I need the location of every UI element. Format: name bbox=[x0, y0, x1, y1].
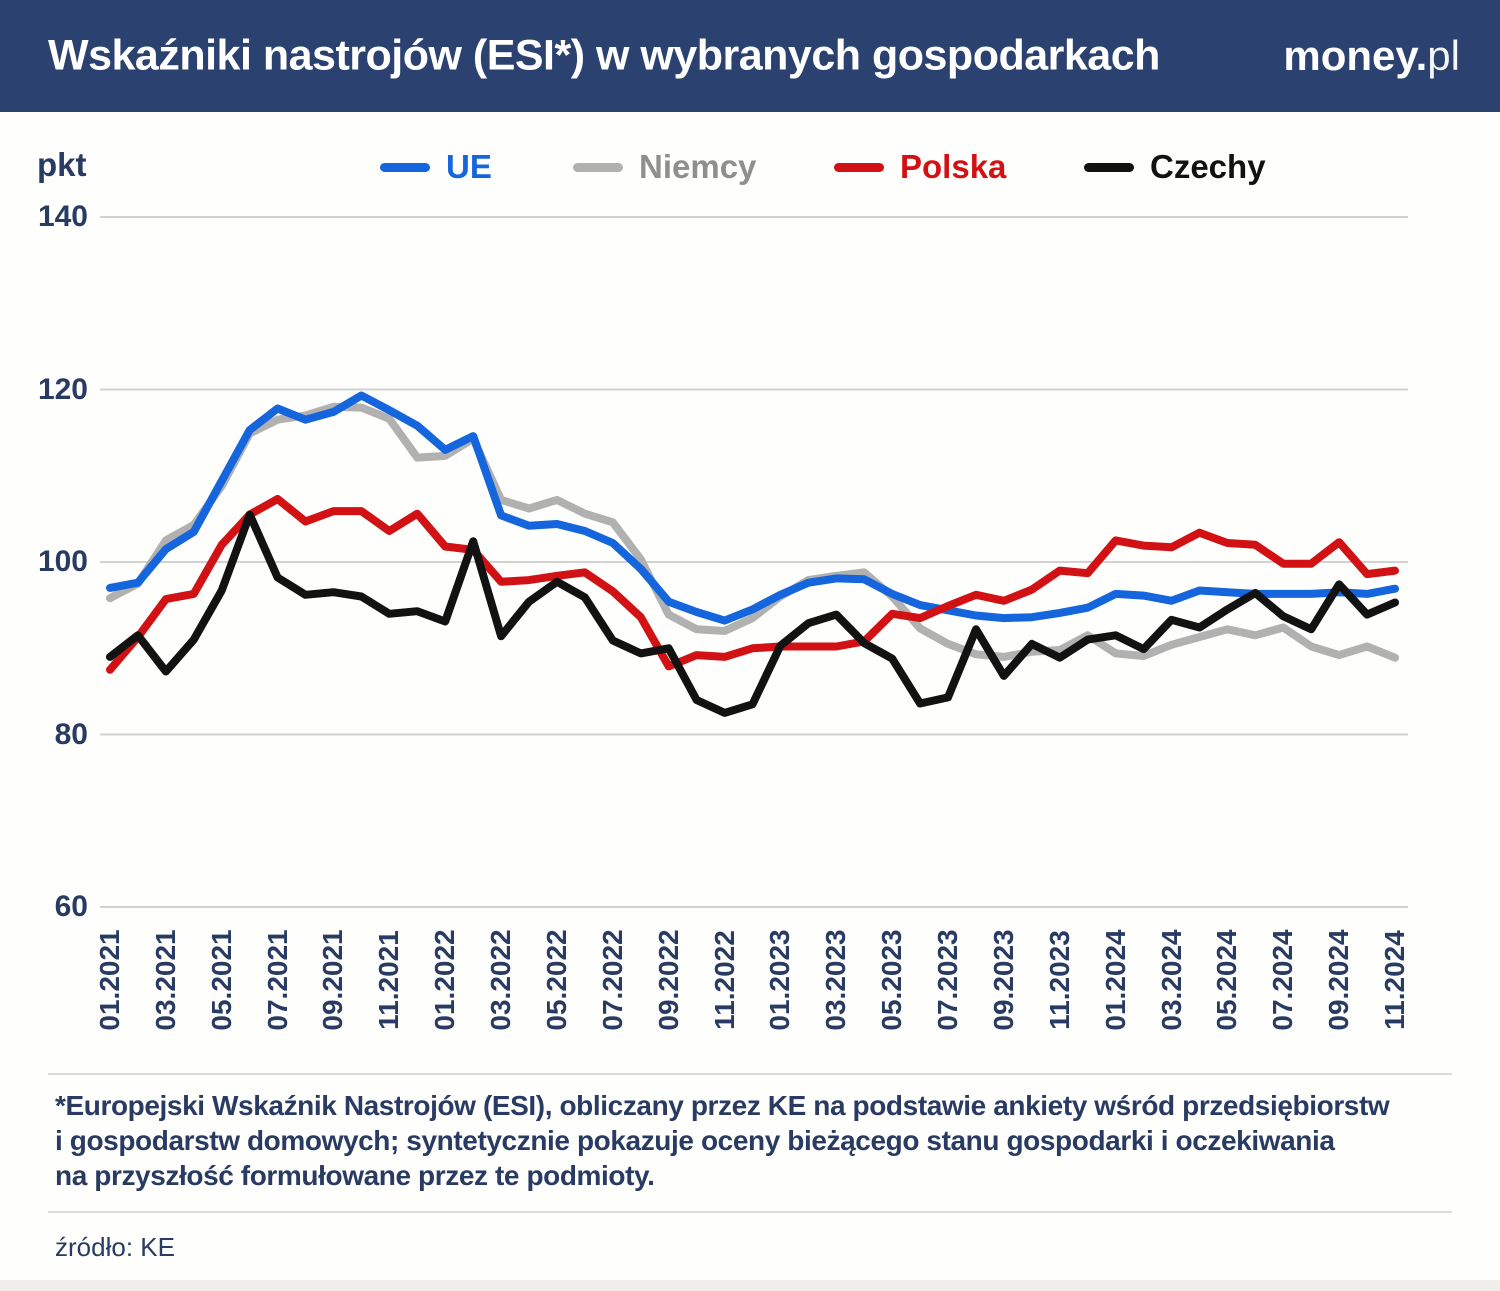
x-tick-07.2021: 07.2021 bbox=[261, 929, 293, 1031]
legend-dash-icon bbox=[380, 162, 430, 172]
x-tick-03.2022: 03.2022 bbox=[485, 929, 517, 1031]
y-tick-120: 120 bbox=[37, 372, 88, 406]
x-tick-09.2024: 09.2024 bbox=[1323, 929, 1355, 1031]
x-tick-01.2022: 01.2022 bbox=[429, 929, 461, 1031]
x-tick-05.2022: 05.2022 bbox=[540, 929, 572, 1031]
x-tick-05.2023: 05.2023 bbox=[876, 929, 908, 1031]
data-series bbox=[106, 391, 1399, 717]
logo-bold-part: money. bbox=[1283, 32, 1428, 79]
legend-label: Niemcy bbox=[639, 148, 757, 185]
legend-dash-icon bbox=[573, 162, 623, 172]
x-tick-01.2023: 01.2023 bbox=[764, 929, 796, 1031]
x-tick-05.2021: 05.2021 bbox=[205, 929, 237, 1031]
series-line-czechy bbox=[106, 510, 1399, 717]
y-axis-unit-label: pkt bbox=[37, 146, 87, 183]
legend-item-czechy: Czechy bbox=[1084, 148, 1266, 186]
moneypl-logo: money.pl bbox=[1283, 32, 1460, 80]
x-tick-11.2024: 11.2024 bbox=[1379, 930, 1410, 1030]
legend-dash-icon bbox=[1084, 162, 1134, 172]
x-tick-11.2021: 11.2021 bbox=[373, 930, 405, 1030]
x-tick-03.2023: 03.2023 bbox=[820, 929, 852, 1031]
gridlines bbox=[100, 216, 1408, 908]
legend-label: Polska bbox=[900, 148, 1007, 185]
legend-item-polska: Polska bbox=[834, 148, 1006, 186]
x-tick-09.2022: 09.2022 bbox=[652, 929, 684, 1031]
footer-separator-bottom bbox=[48, 1211, 1452, 1213]
logo-light-part: pl bbox=[1427, 32, 1460, 79]
x-tick-07.2022: 07.2022 bbox=[596, 929, 628, 1031]
footer-separator-top bbox=[48, 1073, 1452, 1075]
x-tick-09.2021: 09.2021 bbox=[317, 929, 349, 1031]
footnote-line-1: *Europejski Wskaźnik Nastrojów (ESI), ob… bbox=[55, 1090, 1390, 1121]
x-tick-11.2022: 11.2022 bbox=[708, 930, 740, 1030]
y-tick-140: 140 bbox=[37, 200, 88, 233]
legend-item-ue: UE bbox=[380, 148, 492, 186]
x-tick-07.2023: 07.2023 bbox=[932, 929, 964, 1031]
x-tick-01.2024: 01.2024 bbox=[1099, 929, 1131, 1031]
legend-dash-icon bbox=[834, 162, 884, 172]
header: Wskaźniki nastrojów (ESI*) w wybranych g… bbox=[0, 0, 1500, 112]
x-tick-09.2023: 09.2023 bbox=[987, 929, 1019, 1031]
x-tick-03.2021: 03.2021 bbox=[149, 929, 181, 1031]
x-tick-05.2024: 05.2024 bbox=[1211, 929, 1243, 1031]
page-title: Wskaźniki nastrojów (ESI*) w wybranych g… bbox=[48, 31, 1160, 80]
y-tick-80: 80 bbox=[54, 717, 88, 751]
footnote-line-3: na przyszłość formułowane przez te podmi… bbox=[55, 1160, 655, 1191]
x-tick-07.2024: 07.2024 bbox=[1267, 929, 1299, 1031]
x-tick-11.2023: 11.2023 bbox=[1043, 930, 1075, 1030]
source-label: źródło: KE bbox=[55, 1232, 175, 1262]
footnote-line-2: i gospodarstw domowych; syntetycznie pok… bbox=[55, 1125, 1335, 1156]
y-tick-60: 60 bbox=[54, 890, 88, 923]
series-line-ue bbox=[106, 391, 1399, 625]
series-line-niemcy bbox=[106, 402, 1399, 662]
legend-label: Czechy bbox=[1150, 148, 1266, 185]
footnote: *Europejski Wskaźnik Nastrojów (ESI), ob… bbox=[55, 1088, 1455, 1193]
x-tick-03.2024: 03.2024 bbox=[1155, 929, 1187, 1031]
y-tick-100: 100 bbox=[37, 545, 88, 578]
legend-item-niemcy: Niemcy bbox=[573, 148, 756, 186]
series-line-polska bbox=[106, 495, 1399, 674]
x-tick-01.2021: 01.2021 bbox=[94, 929, 125, 1031]
legend-label: UE bbox=[446, 148, 492, 185]
